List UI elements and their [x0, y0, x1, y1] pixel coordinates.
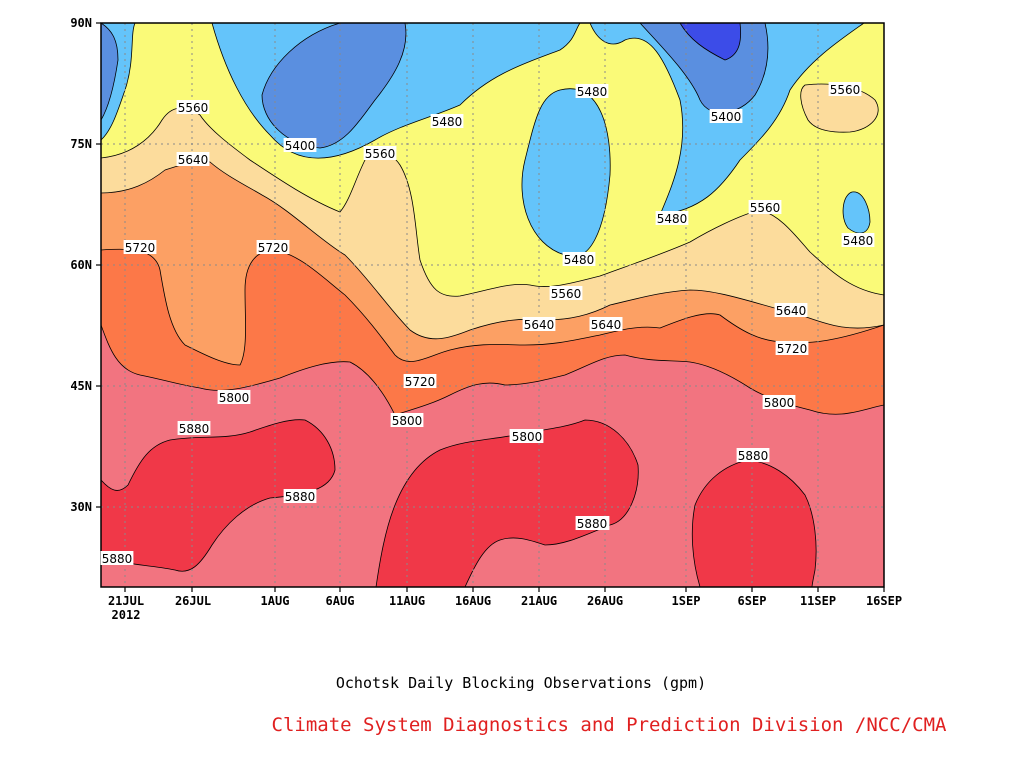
contour-label-bg [549, 286, 583, 300]
contour-label: 5480 [564, 253, 595, 267]
contour-label: 5480 [657, 212, 688, 226]
band-gt-5880 [101, 419, 336, 572]
contour-label: 5480 [577, 85, 608, 99]
contour-label-bg [256, 240, 290, 254]
contour-label-bg [217, 390, 251, 404]
contour-label-bg [100, 551, 134, 565]
contour-label-bg [736, 448, 770, 462]
contour-label-bg [176, 152, 210, 166]
contour-label: 5560 [551, 287, 582, 301]
band-5400-5480 [842, 191, 871, 234]
y-tick-label: 75N [70, 137, 92, 151]
contour-label-bg [709, 109, 743, 123]
contour-label-bg [390, 413, 424, 427]
chart-title: Ochotsk Daily Blocking Observations (gpm… [336, 674, 706, 692]
contour-label: 5880 [738, 449, 769, 463]
contour-label-bg [589, 317, 623, 331]
x-tick-label: 21JUL [108, 594, 144, 608]
x-axis [124, 587, 885, 592]
contour-label-bg [283, 489, 317, 503]
contour-label: 5800 [219, 391, 250, 405]
credit-line: Climate System Diagnostics and Predictio… [272, 714, 947, 736]
contour-label-bg [363, 146, 397, 160]
contour-label-bg [575, 84, 609, 98]
contour-label-bg [575, 516, 609, 530]
contour-labels: 5880588058805880588058805880580058005800… [100, 82, 875, 566]
contour-label: 5640 [776, 304, 807, 318]
contour-label-bg [430, 114, 464, 128]
contour-label: 5720 [125, 241, 156, 255]
band-gt-5880 [375, 419, 639, 587]
band-lt-5400 [679, 23, 742, 61]
contour-label: 5720 [405, 375, 436, 389]
contour-label: 5640 [591, 318, 622, 332]
contour-label: 5640 [524, 318, 555, 332]
contour-label: 5560 [365, 147, 396, 161]
contour-label: 5400 [711, 110, 742, 124]
contour-label: 5480 [843, 234, 874, 248]
contour-label: 5560 [750, 201, 781, 215]
band-lt-5400 [101, 23, 119, 121]
x-tick-label: 1SEP [672, 594, 701, 608]
contour-label-bg [775, 341, 809, 355]
contour-label: 5400 [285, 139, 316, 153]
y-axis [96, 22, 101, 508]
contour-label: 5800 [512, 430, 543, 444]
x-tick-label: 1AUG [261, 594, 290, 608]
y-tick-label: 30N [70, 500, 92, 514]
contour-label-bg [762, 395, 796, 409]
contour-label: 5720 [777, 342, 808, 356]
contour-label-bg [841, 233, 875, 247]
x-tick-label: 11SEP [800, 594, 836, 608]
band-gt-5880 [691, 459, 817, 587]
x-tick-label: 26AUG [587, 594, 623, 608]
x-tick-label: 6SEP [738, 594, 767, 608]
contour-label: 5480 [432, 115, 463, 129]
contour-label: 5880 [179, 422, 210, 436]
contour-label-bg [748, 200, 782, 214]
x-tick-labels: 21JUL 26JUL 1AUG 6AUG 11AUG 16AUG 21AUG … [108, 594, 902, 622]
x-tick-label: 16SEP [866, 594, 902, 608]
contour-label-bg [123, 240, 157, 254]
contour-label-bg [655, 211, 689, 225]
contour-label: 5560 [830, 83, 861, 97]
contour-label-bg [283, 138, 317, 152]
contour-label-bg [522, 317, 556, 331]
y-tick-labels: 30N 45N 60N 75N 90N [70, 16, 92, 514]
contour-label-bg [177, 421, 211, 435]
contour-label: 5880 [285, 490, 316, 504]
contour-fills [101, 23, 884, 587]
x-tick-label: 26JUL [175, 594, 211, 608]
contour-label: 5800 [392, 414, 423, 428]
contour-label: 5720 [258, 241, 289, 255]
plot-frame [100, 22, 885, 588]
y-tick-label: 60N [70, 258, 92, 272]
contour-label-bg [176, 100, 210, 114]
x-year-label: 2012 [112, 608, 141, 622]
contour-label: 5640 [178, 153, 209, 167]
contour-label: 5880 [577, 517, 608, 531]
grid [101, 23, 884, 587]
contour-label-bg [774, 303, 808, 317]
contour-label: 5880 [102, 552, 133, 566]
contour-label-bg [562, 252, 596, 266]
y-tick-label: 45N [70, 379, 92, 393]
x-tick-label: 6AUG [326, 594, 355, 608]
contour-label-bg [828, 82, 862, 96]
band-lt-5400 [261, 23, 407, 149]
x-tick-label: 21AUG [521, 594, 557, 608]
contour-label-bg [510, 429, 544, 443]
y-tick-label: 90N [70, 16, 92, 30]
x-tick-label: 11AUG [389, 594, 425, 608]
contour-label-bg [403, 374, 437, 388]
contour-label: 5800 [764, 396, 795, 410]
contour-label: 5560 [178, 101, 209, 115]
x-tick-label: 16AUG [455, 594, 491, 608]
